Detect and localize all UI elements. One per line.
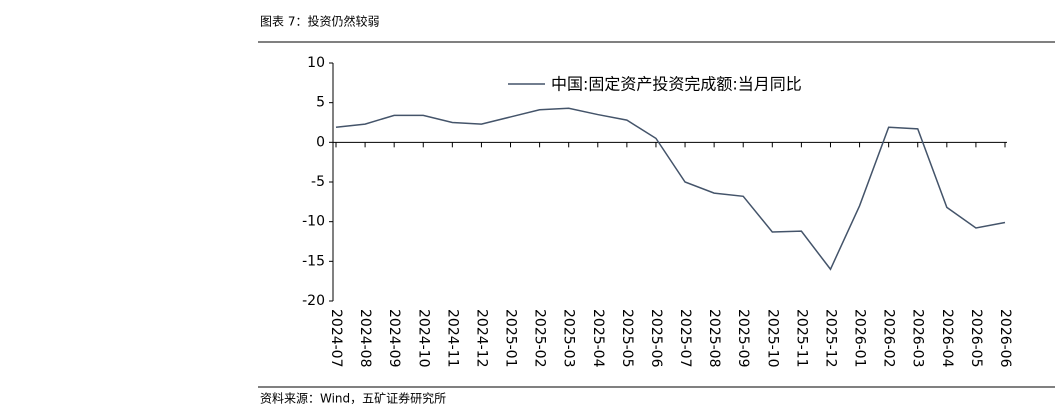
x-tick-label: 2025-07 (677, 309, 693, 368)
y-tick-label: -5 (311, 174, 325, 190)
source-note: 资料来源：Wind，五矿证券研究所 (260, 391, 446, 406)
x-tick-label: 2024-08 (357, 309, 373, 368)
x-tick-label: 2025-03 (561, 309, 577, 368)
y-tick-label: -20 (302, 293, 325, 309)
x-tick-label: 2026-03 (910, 309, 926, 368)
x-tick-label: 2025-11 (793, 309, 809, 368)
y-tick-label: 5 (316, 95, 325, 111)
x-tick-label: 2025-04 (590, 309, 606, 368)
x-tick-label: 2025-06 (648, 309, 664, 368)
x-tick-label: 2024-12 (473, 309, 489, 368)
x-tick-label: 2025-10 (764, 309, 780, 368)
x-tick-label: 2025-05 (619, 309, 635, 368)
y-tick-label: -10 (302, 214, 325, 230)
x-tick-label: 2025-02 (532, 309, 548, 368)
x-tick-label: 2026-01 (852, 309, 868, 368)
x-tick-label: 2026-05 (968, 309, 984, 368)
x-tick-label: 2024-09 (386, 309, 402, 368)
x-tick-label: 2025-01 (503, 309, 519, 368)
legend-label: 中国:固定资产投资完成额:当月同比 (551, 75, 802, 94)
y-tick-label: -15 (302, 253, 325, 269)
x-tick-label: 2026-04 (939, 309, 955, 368)
x-tick-label: 2025-09 (735, 309, 751, 368)
x-tick-label: 2026-02 (881, 309, 897, 368)
series-line (335, 107, 1006, 271)
y-tick-label: 10 (307, 55, 325, 71)
x-tick-label: 2024-10 (415, 309, 431, 368)
x-tick-label: 2026-06 (997, 309, 1013, 368)
y-tick-label: 0 (316, 134, 325, 150)
x-tick-label: 2025-12 (822, 309, 838, 368)
x-tick-label: 2025-08 (706, 309, 722, 368)
x-tick-label: 2024-11 (444, 309, 460, 368)
figure-title: 图表 7：投资仍然较弱 (260, 14, 379, 29)
x-tick-label: 2024-07 (328, 309, 344, 368)
